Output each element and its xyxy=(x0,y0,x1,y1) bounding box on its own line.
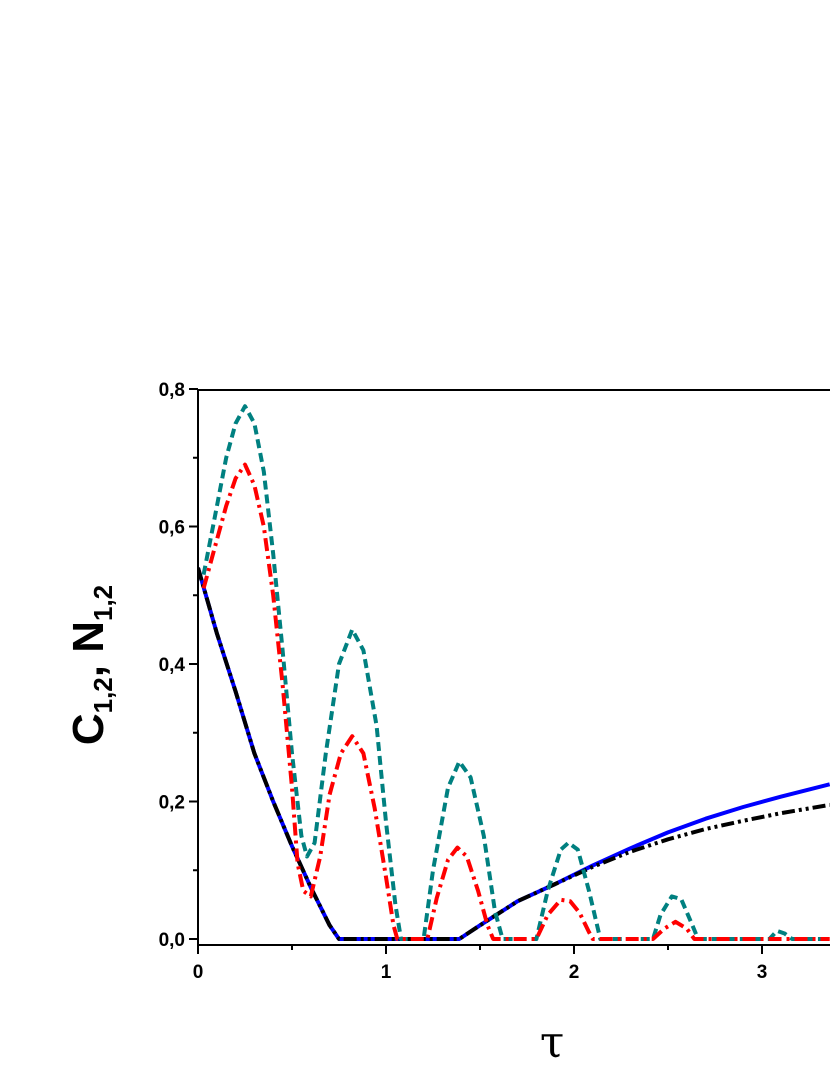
series-line-4 xyxy=(201,462,830,941)
y-axis-title-sub2: 1,2 xyxy=(88,585,118,621)
x-axis-title: τ xyxy=(540,1017,564,1068)
y-tick-label: 0,4 xyxy=(159,655,186,676)
x-tick-label: 1 xyxy=(381,962,392,983)
y-axis-title-main: C xyxy=(64,713,113,745)
y-tick-label: 0,6 xyxy=(159,518,185,539)
y-tick-label: 0,2 xyxy=(159,793,185,814)
axes-layer xyxy=(189,388,830,954)
series-layer xyxy=(198,404,830,941)
y-axis-title-sub1: 1,2 xyxy=(88,677,118,713)
x-tick-label: 2 xyxy=(569,962,580,983)
tick-labels: 0 1 2 3 0,0 0,2 0,4 0,6 0,8 xyxy=(159,380,768,983)
series-line-3 xyxy=(201,404,830,941)
x-tick-label: 0 xyxy=(193,962,204,983)
series-line-2 xyxy=(198,567,830,941)
y-axis-title-sep: , N xyxy=(64,621,113,677)
x-tick-label: 3 xyxy=(757,962,768,983)
y-axis-title: C1,2, N1,2 xyxy=(64,585,118,745)
y-tick-label: 0,0 xyxy=(159,930,185,951)
y-tick-label: 0,8 xyxy=(159,380,185,401)
